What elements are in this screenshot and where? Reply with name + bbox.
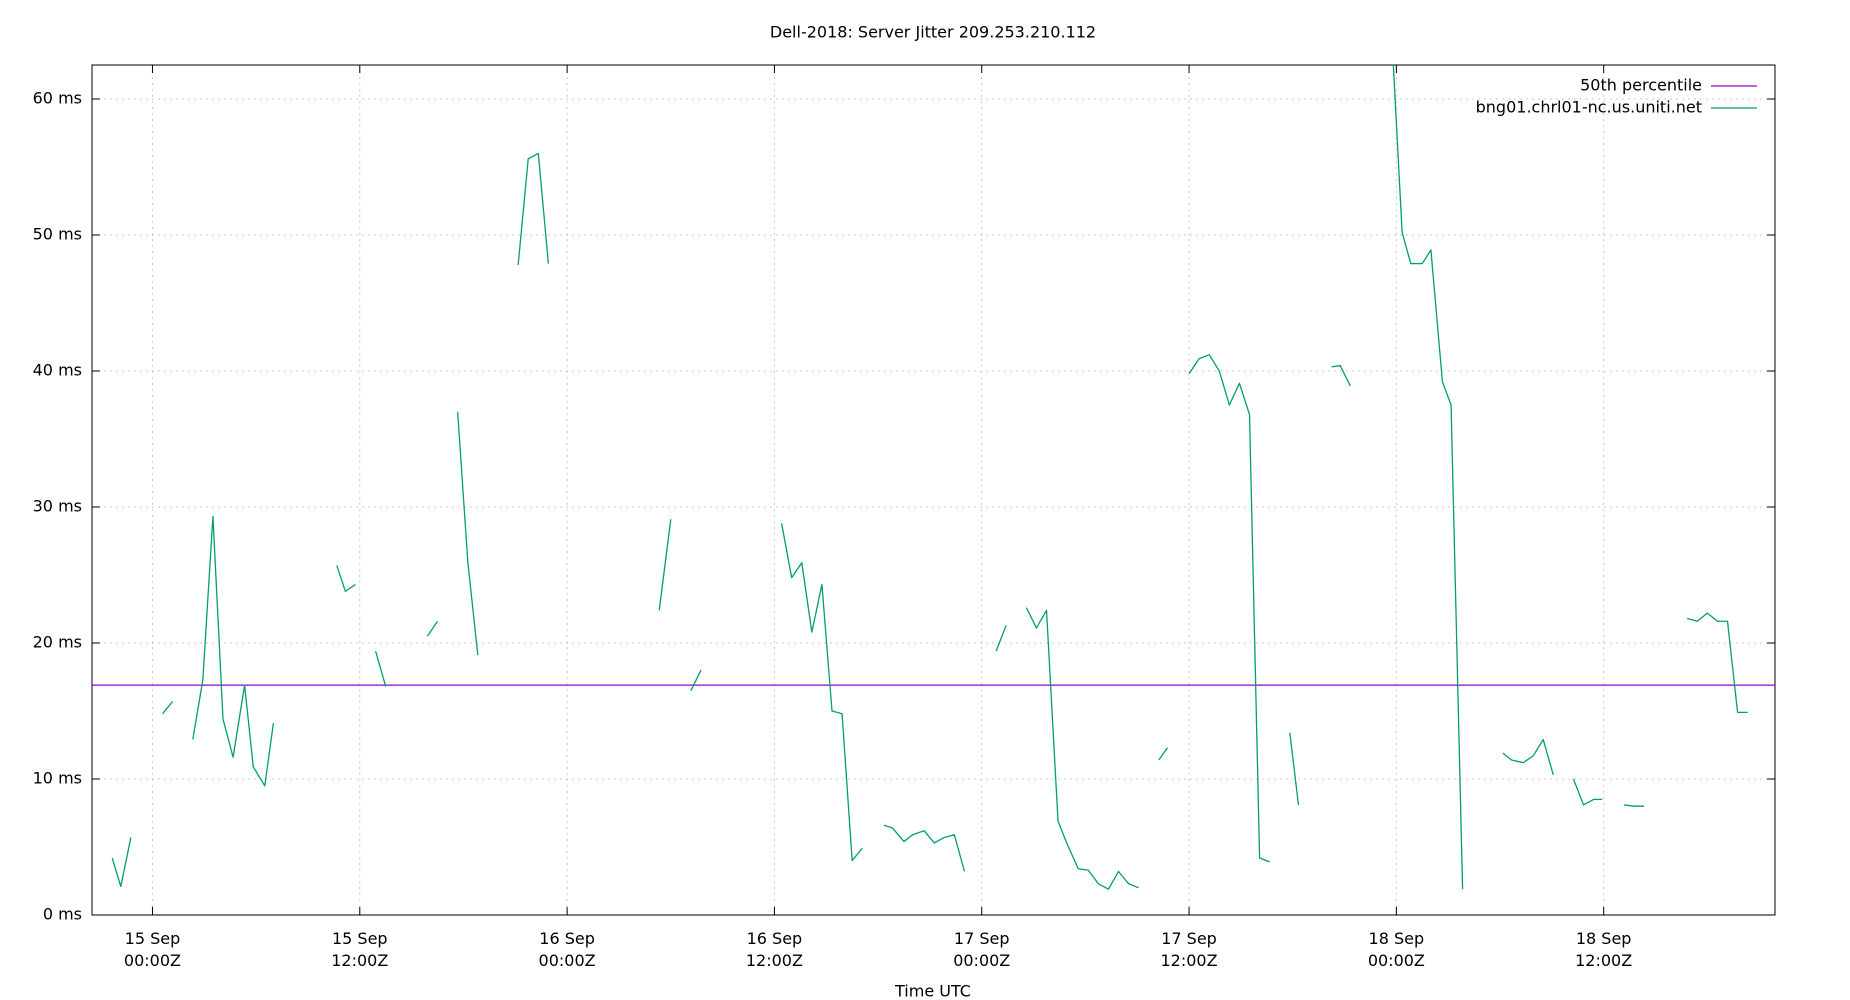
x-tick-label: 17 Sep 12:00Z: [1161, 929, 1218, 970]
x-tick-label: 17 Sep 00:00Z: [953, 929, 1010, 970]
plot-area: [92, 65, 1775, 890]
plot-frame: [91, 64, 1776, 916]
x-tick-label: 16 Sep 00:00Z: [539, 929, 596, 970]
y-tick-label: 10 ms: [33, 769, 82, 788]
chart-title: Dell-2018: Server Jitter 209.253.210.112: [770, 23, 1096, 42]
x-tick-label: 16 Sep 12:00Z: [746, 929, 803, 970]
y-tick-label: 60 ms: [33, 89, 82, 108]
y-tick-label: 40 ms: [33, 361, 82, 380]
x-tick-label: 15 Sep 12:00Z: [331, 929, 388, 970]
y-tick-label: 30 ms: [33, 497, 82, 516]
y-tick-label: 0 ms: [43, 905, 82, 924]
y-tick-label: 20 ms: [33, 633, 82, 652]
x-tick-label: 18 Sep 00:00Z: [1368, 929, 1425, 970]
x-tick-label: 15 Sep 00:00Z: [124, 929, 181, 970]
x-axis-label: Time UTC: [894, 982, 971, 1000]
data-line: [111, 65, 1748, 890]
x-tick-label: 18 Sep 12:00Z: [1575, 929, 1632, 970]
legend-label: bng01.chrl01-nc.us.uniti.net: [1476, 98, 1702, 117]
legend-label: 50th percentile: [1580, 76, 1702, 95]
y-tick-label: 50 ms: [33, 225, 82, 244]
